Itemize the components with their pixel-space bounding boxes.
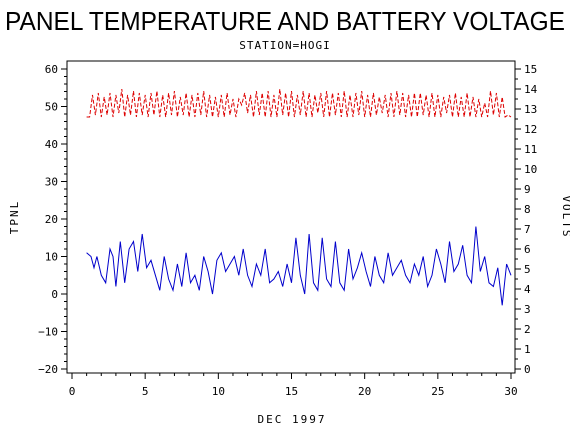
y-right-tick-label: 9 [524,183,531,196]
chart-title: PANEL TEMPERATURE AND BATTERY VOLTAGE [5,6,565,36]
y-right-tick-label: 7 [524,223,531,236]
x-axis: 0 5 10 15 20 25 30 [69,373,518,398]
x-tick-label: 25 [431,385,444,398]
panel-temperature-line [86,226,512,306]
x-tick-label: 5 [142,385,149,398]
y-axis-label-right: VOLTS [560,195,570,238]
y-left-tick-label: 0 [51,288,58,301]
y-right-tick-label: 11 [524,143,537,156]
y-left-tick-label: 20 [45,213,58,226]
y-left-tick-label: 40 [45,138,58,151]
x-tick-label: 10 [212,385,225,398]
y-left-tick-label: −20 [38,363,58,376]
y-right-tick-label: 2 [524,323,531,336]
x-axis-label: DEC 1997 [258,413,327,426]
plot-series [86,88,512,306]
y-right-tick-label: 0 [524,363,531,376]
y-right-tick-label: 5 [524,263,531,276]
y-left-tick-label: −10 [38,326,58,339]
y-right-tick-label: 14 [524,83,538,96]
x-tick-label: 20 [358,385,371,398]
x-tick-label: 0 [69,385,76,398]
y-left-tick-label: 30 [45,176,58,189]
y-right-tick-label: 6 [524,243,531,256]
x-tick-label: 30 [504,385,517,398]
y-right-tick-label: 1 [524,343,531,356]
y-left-tick-label: 60 [45,63,58,76]
chart-subtitle: STATION=HOGI [239,39,330,52]
y-right-tick-label: 3 [524,303,531,316]
y-axis-left: −20 −10 0 10 20 30 40 50 60 [38,63,67,376]
y-left-tick-label: 50 [45,101,58,114]
y-right-tick-label: 4 [524,283,531,296]
battery-voltage-line [86,88,512,118]
y-right-tick-label: 8 [524,203,531,216]
y-right-tick-label: 13 [524,103,537,116]
y-left-tick-label: 10 [45,251,58,264]
y-axis-label-left: TPNL [8,200,21,235]
y-right-tick-label: 15 [524,63,537,76]
y-right-tick-label: 10 [524,163,537,176]
x-tick-label: 15 [285,385,298,398]
y-right-tick-label: 12 [524,123,537,136]
